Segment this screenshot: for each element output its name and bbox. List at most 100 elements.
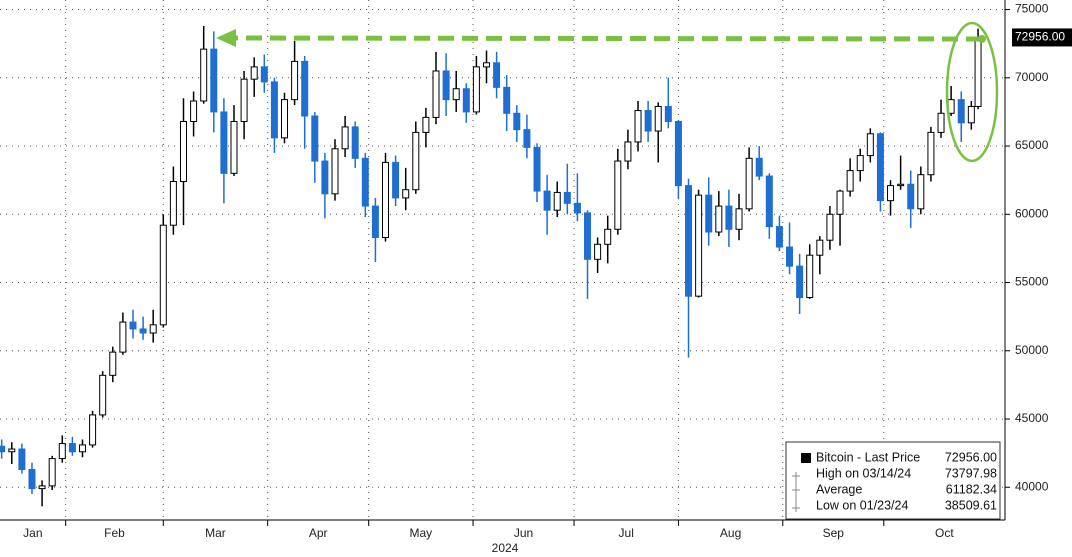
candle-body (483, 62, 491, 68)
legend-value: 38509.61 (945, 498, 997, 512)
candle-body (725, 205, 733, 230)
x-tick-label: Mar (205, 526, 226, 540)
legend-box (785, 441, 1001, 520)
candle-body (786, 246, 794, 267)
candle-body (331, 148, 339, 195)
x-tick-label: Jul (619, 526, 634, 540)
candle-body (594, 243, 602, 260)
candle-body (927, 131, 935, 176)
candles (0, 25, 982, 507)
candle-body (644, 110, 652, 132)
legend-rows: Bitcoin - Last Price 72956.00 High on 03/1… (816, 450, 997, 512)
candle-body (139, 328, 147, 334)
candle-body (856, 155, 864, 172)
candle-body (412, 131, 420, 191)
candle-body (321, 160, 329, 195)
candle-body (533, 146, 541, 192)
y-tick-label: 70000 (1015, 70, 1049, 84)
candle-body (89, 414, 97, 446)
annotation-arrow (216, 29, 986, 47)
candle-body (836, 190, 844, 215)
candle-body (250, 66, 258, 80)
candle-body (897, 183, 905, 187)
x-tick-label: Oct (935, 526, 954, 540)
candle-body (614, 160, 622, 230)
candle-body (230, 120, 238, 174)
candle-body (129, 321, 137, 330)
x-tick-label: Aug (720, 526, 741, 540)
legend-swatch (801, 453, 811, 463)
candle-body (28, 469, 36, 490)
legend-value: 61182.34 (946, 482, 997, 496)
candle-body (169, 181, 177, 226)
candle-body (240, 78, 248, 122)
candle-body (68, 443, 76, 453)
candle-body (735, 208, 743, 230)
candle-body (523, 129, 531, 148)
candle-body (674, 120, 682, 187)
candle-body (584, 212, 592, 260)
candle-body (917, 174, 925, 210)
candle-body (816, 239, 824, 256)
candle-body (179, 120, 187, 183)
candle-body (270, 81, 278, 139)
candle-body (462, 88, 470, 113)
candle-body (200, 48, 208, 102)
candle-body (301, 60, 309, 117)
legend-label: High on 03/14/24 (816, 466, 911, 480)
candle-body (392, 161, 400, 199)
candle-body (311, 115, 319, 162)
candle-body (58, 443, 66, 460)
candle-body (159, 224, 167, 326)
candle-body (341, 126, 349, 150)
candle-body (634, 110, 642, 143)
candle-body (38, 485, 46, 490)
candle-body (291, 60, 299, 101)
candle-body (967, 105, 975, 124)
x-tick-label: May (410, 526, 433, 540)
candle-body (705, 194, 713, 233)
legend-label: Bitcoin - Last Price (816, 450, 920, 464)
candle-body (8, 448, 16, 453)
candle-body (937, 112, 945, 133)
y-tick-label: 45000 (1015, 411, 1049, 425)
candle-body (119, 321, 127, 353)
annotation-ellipse (945, 21, 999, 163)
last-price-label: 72956.00 (1015, 30, 1065, 44)
candle-body (887, 185, 895, 202)
candle-body (866, 133, 874, 157)
y-tick-label: 60000 (1015, 206, 1049, 220)
candle-body (624, 141, 632, 162)
candle-body (361, 157, 369, 207)
x-tick-label: Apr (309, 526, 328, 540)
candle-body (685, 185, 693, 297)
candle-body (190, 100, 198, 122)
candle-body (573, 202, 581, 214)
candle-body (280, 99, 288, 139)
legend-value: 72956.00 (945, 450, 997, 464)
x-tick-label: Feb (104, 526, 125, 540)
candle-body (846, 170, 854, 192)
candle-body (260, 66, 268, 83)
candle-body (876, 133, 884, 202)
candle-body (563, 191, 571, 204)
candle-body (715, 205, 723, 233)
candle-body (493, 62, 501, 88)
candle-body (18, 448, 26, 471)
candle-body (513, 112, 521, 131)
last-price-box (1012, 28, 1072, 47)
legend-label: Average (816, 482, 862, 496)
candle-body (826, 213, 834, 241)
candle-body (654, 105, 662, 132)
candle-body (442, 70, 450, 101)
y-tick-label: 55000 (1015, 275, 1049, 289)
legend-value: 73797.98 (945, 466, 997, 480)
candle-body (220, 111, 228, 174)
candle-body (78, 444, 86, 453)
candle-body (149, 324, 157, 334)
candle-body (907, 183, 915, 210)
x-tick-label: Jan (23, 526, 42, 540)
candle-body (974, 36, 982, 107)
candle-body (604, 228, 612, 245)
